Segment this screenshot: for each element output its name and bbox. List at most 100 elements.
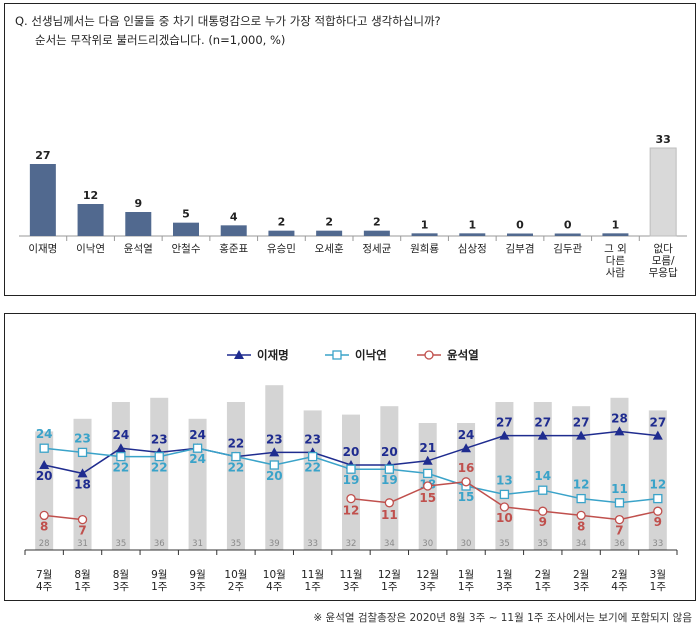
x-tick-label: 1주 <box>151 581 168 593</box>
x-tick-label: 2주 <box>228 581 245 593</box>
base-bar-label: 30 <box>422 539 433 549</box>
data-label: 27 <box>496 416 513 430</box>
data-label: 16 <box>458 461 475 475</box>
x-tick-label: 1주 <box>458 581 475 593</box>
x-tick-label: 2월 <box>573 569 589 581</box>
candidate-bar-chart: 27 이재명 12 이낙연 9 윤석열 5 안철수 4 홍준표 2 유승민 2 오세훈 2 정세균 1 원희룡 1 심… <box>19 133 687 279</box>
bar-value-label: 1 <box>421 218 429 231</box>
base-bar-label: 31 <box>192 539 203 549</box>
x-tick-label: 8월 <box>113 569 129 581</box>
series-marker <box>384 498 395 508</box>
candidate-preference-panel: Q. 선생님께서는 다음 인물들 중 차기 대통령감으로 누가 가장 적합하다고… <box>4 3 696 296</box>
bar-value-label: 0 <box>516 219 524 232</box>
series-marker <box>39 460 50 469</box>
data-label: 18 <box>74 477 91 491</box>
bar-value-label: 5 <box>182 208 190 221</box>
x-tick-label: 10월 <box>263 569 286 581</box>
x-tick-label: 10월 <box>224 569 247 581</box>
data-label: 22 <box>113 461 130 475</box>
bar-category-label: 다른 <box>606 255 626 267</box>
bar-category-label: 홍준표 <box>219 242 248 255</box>
data-label: 12 <box>649 478 666 492</box>
x-tick-label: 11월 <box>301 569 324 581</box>
base-bar-label: 35 <box>115 539 126 549</box>
series-marker <box>614 498 625 508</box>
data-label: 23 <box>266 432 283 446</box>
bar-value-label: 2 <box>325 216 333 229</box>
x-tick-label: 1월 <box>458 569 474 581</box>
data-label: 13 <box>496 473 513 487</box>
bar-category-label: 무응답 <box>649 267 678 279</box>
base-bar-label: 34 <box>384 539 395 549</box>
series-marker <box>614 514 625 525</box>
bar <box>554 233 581 236</box>
series-marker <box>39 443 49 453</box>
series-marker <box>499 489 510 500</box>
question-subtext: 순서는 무작위로 불러드리겠습니다. (n=1,000, %) <box>35 33 286 47</box>
base-bar-label: 33 <box>652 539 663 549</box>
base-bar <box>648 410 667 550</box>
base-bar-label: 31 <box>77 539 88 549</box>
data-label: 22 <box>151 461 168 475</box>
x-tick-label: 3월 <box>650 569 666 581</box>
base-bar <box>111 402 130 550</box>
base-bar <box>150 397 169 550</box>
bar-category-label: 심상정 <box>458 243 487 255</box>
data-label: 20 <box>36 469 53 483</box>
series-marker <box>576 430 587 440</box>
x-tick-label: 8월 <box>74 569 90 581</box>
base-bar-label: 32 <box>346 539 357 549</box>
bar <box>268 230 295 236</box>
series-marker <box>231 451 241 462</box>
legend-marker <box>234 350 244 359</box>
series-marker <box>269 447 280 457</box>
data-label: 22 <box>228 461 245 475</box>
data-label: 22 <box>304 461 321 475</box>
base-bar <box>226 402 245 550</box>
data-label: 23 <box>304 432 321 446</box>
x-tick-label: 3주 <box>343 581 360 593</box>
x-tick-label: 4주 <box>36 581 53 593</box>
bar <box>363 230 390 236</box>
data-label: 24 <box>36 427 53 441</box>
base-bar <box>303 410 322 550</box>
bar <box>125 212 152 236</box>
base-bar <box>35 431 54 550</box>
base-bar <box>380 406 399 550</box>
series-marker <box>614 426 625 436</box>
data-label: 11 <box>381 508 398 522</box>
trend-panel: 이재명 이낙연 윤석열 28 31 35 36 31 35 39 33 32 34 30 30 35 35 34 3… <box>4 313 696 601</box>
x-tick-label: 3주 <box>189 581 206 593</box>
x-tick-label: 3주 <box>113 581 130 593</box>
data-label: 21 <box>419 441 436 455</box>
series-marker <box>307 451 318 462</box>
data-label: 8 <box>577 519 585 533</box>
series-marker <box>576 493 586 504</box>
x-tick-label: 12월 <box>378 569 401 581</box>
bar <box>316 230 343 236</box>
base-bar-label: 35 <box>231 539 242 549</box>
base-bar-label: 39 <box>269 539 280 549</box>
data-label: 20 <box>381 445 398 459</box>
series-marker <box>538 506 548 516</box>
data-label: 14 <box>534 469 551 483</box>
bar <box>220 225 247 236</box>
bar <box>602 233 629 236</box>
legend-marker <box>332 350 342 360</box>
x-tick-label: 1주 <box>74 581 91 593</box>
series-marker <box>346 464 356 474</box>
footnote: ※ 윤석열 검찰총장은 2020년 8월 3주 ~ 11월 1주 조사에서는 보… <box>313 612 692 624</box>
bar-category-label: 원희룡 <box>410 243 439 255</box>
bar-value-label: 33 <box>655 133 670 146</box>
data-label: 20 <box>266 469 283 483</box>
data-label: 11 <box>611 482 628 496</box>
series-marker <box>461 477 471 487</box>
base-bar-label: 36 <box>614 539 625 549</box>
data-label: 9 <box>654 515 662 529</box>
x-tick-label: 9월 <box>151 569 167 581</box>
bar-category-label: 사람 <box>606 266 626 279</box>
series-marker <box>537 430 548 440</box>
bar-category-label: 정세균 <box>362 243 391 255</box>
x-tick-label: 2월 <box>535 569 551 581</box>
trend-line-chart: 이재명 이낙연 윤석열 28 31 35 36 31 35 39 33 32 34 30 30 35 35 34 3… <box>24 348 678 593</box>
